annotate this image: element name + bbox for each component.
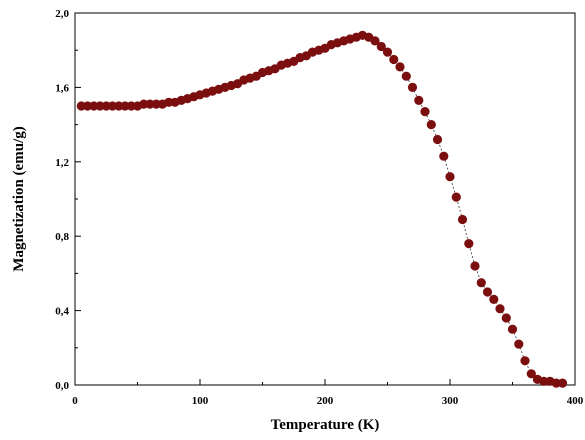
y-tick-label: 1,6 xyxy=(55,82,69,94)
data-point xyxy=(520,356,530,366)
data-point xyxy=(526,369,536,379)
x-tick-label: 400 xyxy=(567,395,584,407)
data-point xyxy=(495,304,505,314)
data-point xyxy=(420,107,430,117)
data-point xyxy=(120,101,130,111)
y-tick-label: 0,0 xyxy=(55,380,69,392)
data-point xyxy=(95,101,105,111)
y-axis-label: Magnetization (emu/g) xyxy=(11,126,27,271)
data-point xyxy=(395,62,405,72)
x-axis-label: Temperature (K) xyxy=(271,417,380,433)
y-axis-ticks: 0,0 0,4 0,8 1,2 1,6 2,0 xyxy=(55,8,81,392)
y-tick-label: 2,0 xyxy=(55,8,69,20)
data-point xyxy=(370,36,380,46)
data-point xyxy=(507,324,518,334)
data-points xyxy=(76,30,568,388)
data-point xyxy=(514,339,524,349)
data-point xyxy=(376,41,386,52)
y-tick-label: 1,2 xyxy=(55,157,69,169)
data-point xyxy=(107,101,118,111)
x-tick-label: 100 xyxy=(192,395,209,407)
data-point xyxy=(145,99,155,109)
data-point xyxy=(407,82,418,92)
data-point xyxy=(557,378,568,388)
x-tick-label: 0 xyxy=(72,395,78,407)
plot-frame xyxy=(74,12,576,386)
data-point xyxy=(389,54,399,65)
data-point xyxy=(432,134,443,145)
data-point xyxy=(489,294,499,304)
data-point xyxy=(482,287,493,297)
data-point xyxy=(439,151,449,161)
data-point xyxy=(445,172,455,182)
x-tick-label: 200 xyxy=(317,395,334,407)
data-point xyxy=(401,71,411,81)
data-point xyxy=(457,214,468,225)
data-point xyxy=(476,278,486,288)
data-point xyxy=(501,313,511,323)
data-point xyxy=(470,261,480,271)
data-point xyxy=(414,95,424,105)
data-point xyxy=(382,47,393,57)
data-point xyxy=(451,192,461,202)
x-tick-label: 300 xyxy=(442,395,459,407)
data-point xyxy=(82,101,93,111)
y-tick-label: 0,8 xyxy=(55,231,69,243)
y-tick-label: 0,4 xyxy=(55,306,69,318)
x-axis-ticks: 0 100 200 300 400 xyxy=(72,379,584,407)
series-line xyxy=(81,34,563,384)
data-point xyxy=(426,120,436,130)
data-point xyxy=(464,239,474,249)
